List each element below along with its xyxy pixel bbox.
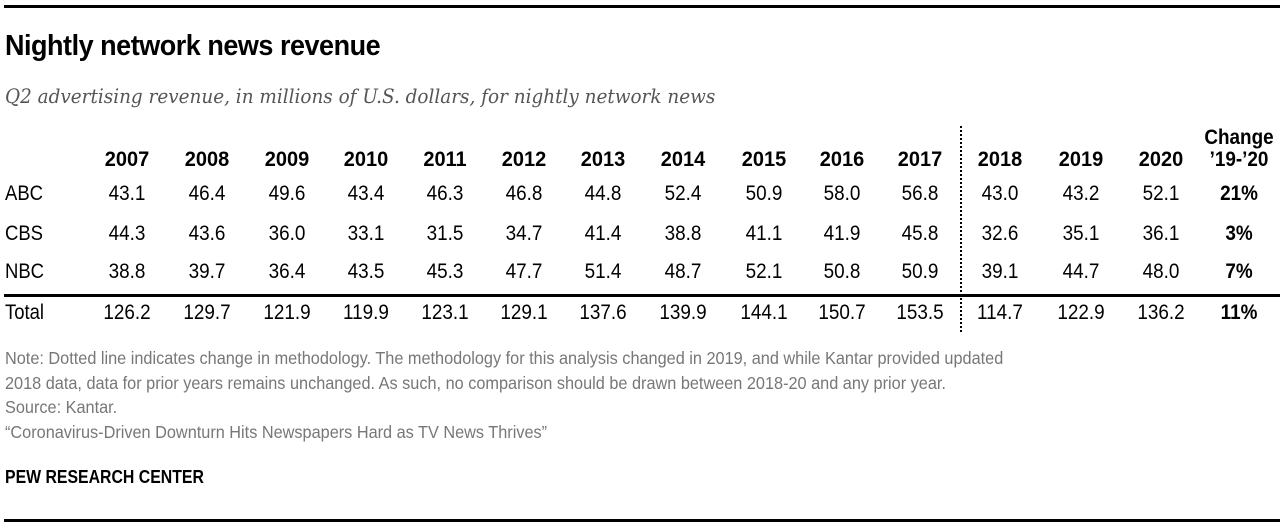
table-cell: 48.0 [1142, 260, 1180, 283]
column-header: 2016 [819, 148, 865, 171]
column-header: 2007 [104, 148, 150, 171]
table-cell: 43.6 [188, 222, 226, 245]
table-cell: 123.1 [421, 301, 469, 324]
bottom-rule [4, 519, 1280, 522]
table-cell: 46.4 [188, 182, 226, 205]
change-cell: 3% [1225, 222, 1253, 245]
table-cell: 51.4 [584, 260, 622, 283]
table-cell: 136.2 [1137, 301, 1185, 324]
change-cell: 11% [1220, 301, 1258, 324]
table-cell: 52.1 [745, 260, 783, 283]
table-cell: 43.4 [347, 182, 385, 205]
column-header: 2013 [580, 148, 626, 171]
column-header: 2008 [184, 148, 230, 171]
chart-subtitle: Q2 advertising revenue, in millions of U… [5, 84, 716, 108]
note-line: Note: Dotted line indicates change in me… [5, 348, 1004, 368]
change-cell: 7% [1225, 260, 1253, 283]
table-cell: 126.2 [103, 301, 151, 324]
row-label: Total [5, 301, 45, 324]
table-cell: 38.8 [108, 260, 146, 283]
table-cell: 119.9 [343, 301, 389, 324]
table-cell: 41.1 [745, 222, 783, 245]
table-cell: 44.8 [584, 182, 622, 205]
column-header: 2010 [343, 148, 389, 171]
table-cell: 50.9 [745, 182, 783, 205]
column-header: 2011 [423, 148, 467, 171]
table-cell: 153.5 [896, 301, 944, 324]
table-cell: 43.0 [981, 182, 1019, 205]
notes: Note: Dotted line indicates change in me… [5, 346, 1205, 444]
brand-logo-text: PEW RESEARCH CENTER [5, 467, 204, 487]
table-cell: 129.7 [183, 301, 231, 324]
source-line: Source: Kantar. [5, 397, 118, 417]
table-cell: 50.8 [823, 260, 861, 283]
table-cell: 47.7 [505, 260, 543, 283]
total-separator-line [4, 294, 1280, 297]
table-cell: 43.5 [347, 260, 385, 283]
table-cell: 43.2 [1062, 182, 1100, 205]
table-cell: 50.9 [901, 260, 939, 283]
methodology-dotted-line [960, 126, 962, 332]
column-header: 2009 [264, 148, 310, 171]
column-header: 2020 [1138, 148, 1184, 171]
table-cell: 121.9 [263, 301, 311, 324]
change-header-line1: Change [1204, 126, 1274, 149]
table-cell: 137.6 [579, 301, 627, 324]
note-line: 2018 data, data for prior years remains … [5, 372, 946, 393]
table-cell: 52.1 [1142, 182, 1180, 205]
table-cell: 44.3 [108, 222, 146, 245]
table-cell: 34.7 [505, 222, 543, 245]
table-cell: 35.1 [1062, 222, 1100, 245]
column-header: 2017 [897, 148, 943, 171]
table-cell: 36.4 [268, 260, 306, 283]
row-label: NBC [5, 260, 45, 283]
table-cell: 46.8 [505, 182, 543, 205]
table-cell: 150.7 [818, 301, 866, 324]
change-header-line2: ’19-’20 [1209, 148, 1269, 171]
table-cell: 33.1 [347, 222, 385, 245]
table-cell: 48.7 [664, 260, 702, 283]
column-header: 2015 [741, 148, 787, 171]
revenue-table: 2007 2008 2009 2010 2011 2012 2013 2014 2015 2016… [0, 120, 1284, 340]
table-cell: 56.8 [901, 182, 939, 205]
table-cell: 39.1 [981, 260, 1019, 283]
column-header: 2014 [660, 148, 706, 171]
table-cell: 41.9 [823, 222, 861, 245]
table-cell: 39.7 [188, 260, 226, 283]
table-cell: 31.5 [426, 222, 464, 245]
table-cell: 46.3 [426, 182, 464, 205]
table-cell: 122.9 [1057, 301, 1105, 324]
table-cell: 58.0 [823, 182, 861, 205]
table-cell: 41.4 [584, 222, 622, 245]
column-header: 2019 [1058, 148, 1104, 171]
table-cell: 44.7 [1062, 260, 1100, 283]
table-cell: 129.1 [500, 301, 548, 324]
row-label: CBS [5, 222, 44, 245]
table-cell: 45.3 [426, 260, 464, 283]
table-cell: 36.1 [1142, 222, 1180, 245]
report-title-line: “Coronavirus-Driven Downturn Hits Newspa… [5, 421, 548, 442]
table-cell: 45.8 [901, 222, 939, 245]
table-cell: 49.6 [268, 182, 306, 205]
column-header: 2012 [501, 148, 547, 171]
table-cell: 38.8 [664, 222, 702, 245]
row-label: ABC [5, 182, 44, 205]
column-header: 2018 [977, 148, 1023, 171]
table-cell: 43.1 [108, 182, 146, 205]
table-cell: 32.6 [981, 222, 1019, 245]
change-cell: 21% [1220, 182, 1258, 205]
top-rule [4, 5, 1280, 8]
chart-title: Nightly network news revenue [5, 30, 381, 62]
table-cell: 114.7 [977, 301, 1023, 324]
table-cell: 36.0 [268, 222, 306, 245]
table-cell: 52.4 [664, 182, 702, 205]
table-cell: 144.1 [740, 301, 788, 324]
table-cell: 139.9 [659, 301, 707, 324]
